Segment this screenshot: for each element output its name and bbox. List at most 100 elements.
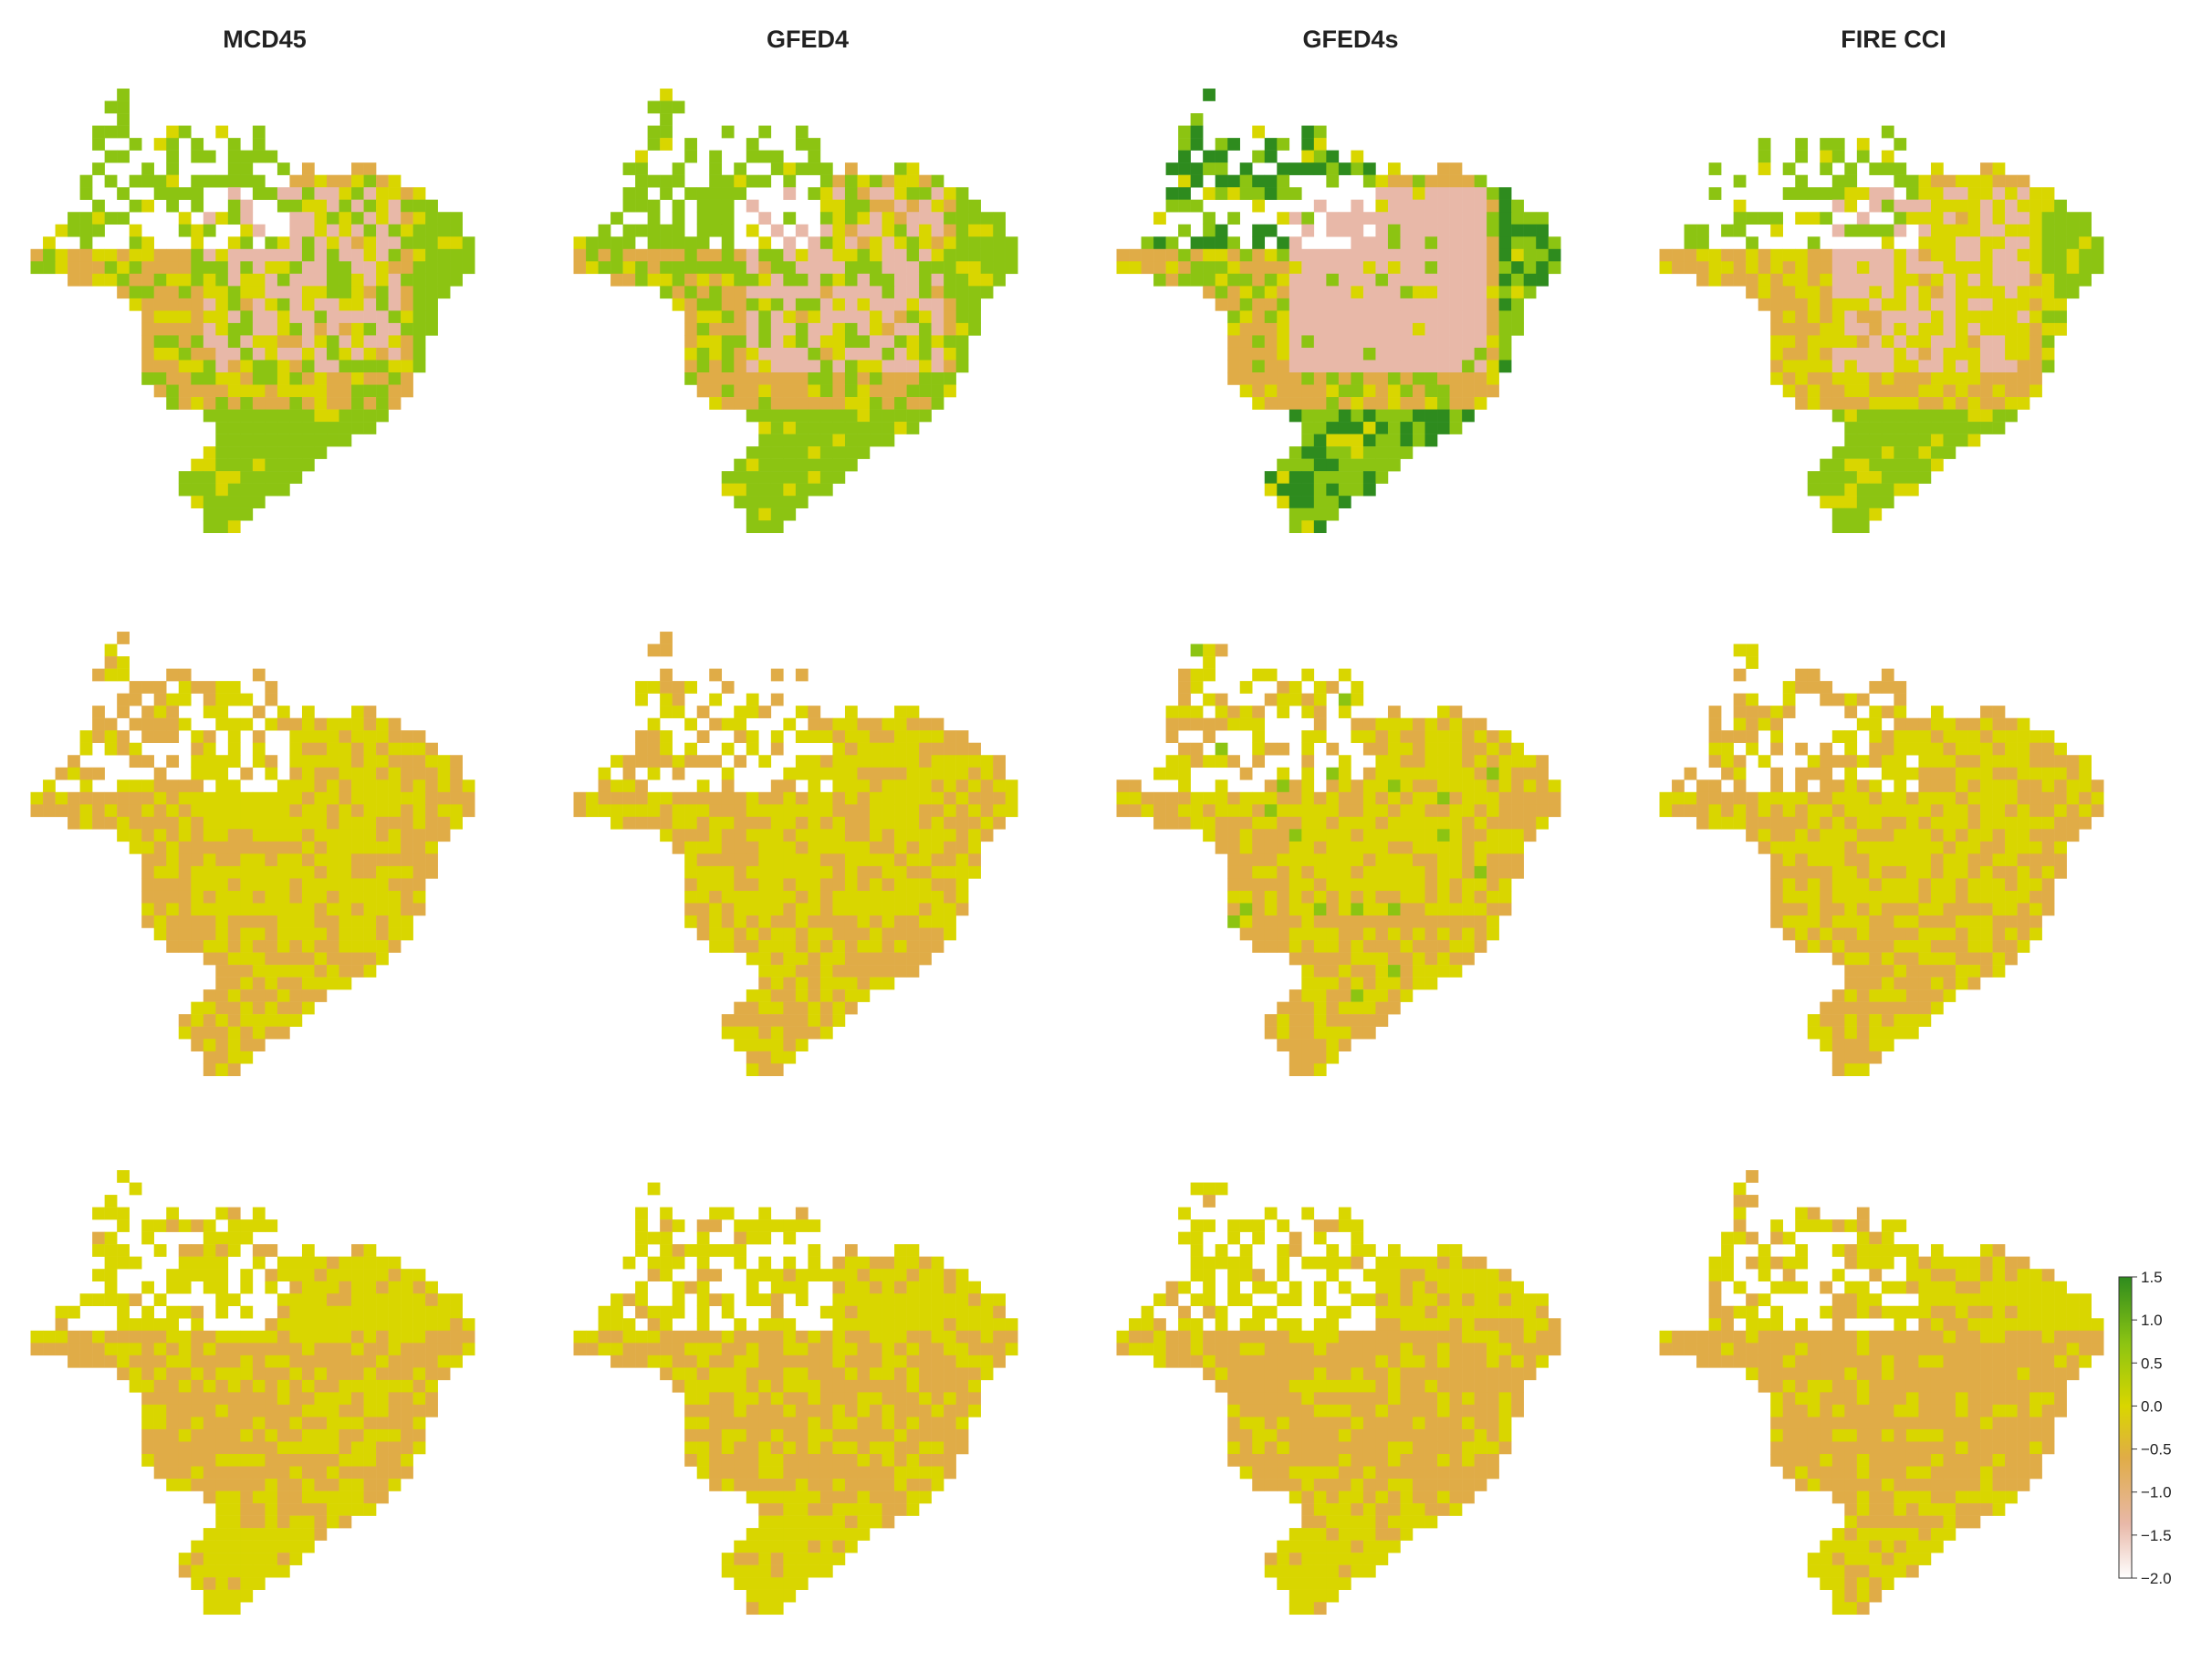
map-cell	[1351, 261, 1364, 275]
map-cell	[1203, 89, 1216, 101]
map-cell	[191, 853, 204, 867]
map-cell	[1918, 261, 1932, 275]
map-cell	[1462, 273, 1475, 287]
map-cell	[819, 767, 833, 780]
map-cell	[92, 668, 105, 682]
map-cell	[1869, 965, 1883, 978]
map-cell	[117, 1256, 130, 1270]
map-cell	[1894, 952, 1907, 966]
map-cell	[129, 681, 142, 694]
map-cell	[376, 397, 389, 410]
map-cell	[117, 150, 130, 163]
map-cell	[363, 730, 377, 743]
map-cell	[1918, 434, 1932, 447]
map-cell	[2005, 261, 2018, 275]
map-cell	[1795, 890, 1809, 904]
map-cell	[808, 791, 821, 805]
map-cell	[1795, 841, 1809, 854]
map-cell	[696, 384, 710, 398]
map-cell	[1844, 248, 1858, 262]
map-cell	[1326, 952, 1340, 966]
map-cell	[1362, 989, 1376, 1002]
map-cell	[832, 248, 846, 262]
map-cell	[1413, 865, 1425, 879]
map-cell	[721, 224, 735, 237]
map-cell	[1856, 212, 1870, 225]
map-cell	[1511, 212, 1524, 225]
map-cell	[1980, 384, 1993, 398]
map-cell	[721, 779, 735, 793]
map-cell	[240, 1330, 254, 1344]
map-cell	[129, 841, 142, 854]
map-cell	[1992, 397, 2006, 410]
map-cell	[265, 1219, 278, 1232]
map-cell	[1215, 162, 1228, 175]
map-cell	[660, 89, 673, 101]
map-cell	[2041, 273, 2055, 287]
map-cell	[1980, 360, 1993, 373]
map-cell	[252, 298, 266, 311]
map-cell	[844, 767, 858, 780]
map-cell	[1289, 841, 1302, 854]
map-cell	[1487, 915, 1499, 928]
map-cell	[1313, 496, 1327, 508]
map-cell	[79, 248, 93, 262]
map-cell	[1918, 322, 1932, 336]
map-cell	[203, 1269, 216, 1281]
map-cell	[412, 865, 426, 879]
map-cell	[450, 224, 463, 237]
map-cell	[1894, 742, 1907, 756]
map-cell	[215, 1244, 229, 1257]
map-cell	[2079, 816, 2092, 830]
map-cell	[363, 865, 377, 879]
map-cell	[758, 1051, 772, 1064]
map-cell	[844, 347, 858, 361]
map-cell	[215, 1231, 229, 1245]
map-cell	[1277, 322, 1290, 336]
map-cell	[783, 397, 797, 410]
map-cell	[1511, 224, 1524, 237]
map-cell	[79, 816, 93, 830]
map-cell	[1498, 335, 1512, 349]
map-cell	[1338, 890, 1351, 904]
map-cell	[1375, 434, 1389, 447]
map-cell	[795, 446, 809, 459]
map-cell	[1239, 372, 1253, 385]
map-cell	[1795, 779, 1809, 793]
map-cell	[808, 150, 821, 163]
map-cell	[363, 286, 377, 299]
map-cell	[265, 767, 278, 780]
map-cell	[203, 1219, 216, 1232]
map-cell	[734, 335, 747, 349]
map-cell	[944, 236, 956, 250]
map-cell	[215, 310, 229, 324]
map-cell	[1227, 717, 1240, 731]
map-cell	[240, 150, 254, 163]
map-cell	[1869, 755, 1883, 769]
map-cell	[327, 322, 339, 336]
map-cell	[1869, 397, 1883, 410]
map-cell	[92, 706, 105, 718]
map-cell	[808, 977, 821, 990]
map-cell	[1820, 903, 1833, 916]
map-cell	[376, 1256, 389, 1270]
map-cell	[1362, 212, 1376, 225]
map-cell	[758, 1026, 772, 1040]
map-cell	[1869, 310, 1883, 324]
map-cell	[1313, 804, 1327, 818]
map-cell	[844, 915, 858, 928]
map-cell	[1721, 755, 1734, 769]
map-cell	[301, 384, 315, 398]
map-cell	[2054, 322, 2067, 336]
map-cell	[276, 779, 290, 793]
map-cell	[1758, 138, 1771, 151]
map-cell	[1831, 520, 1845, 534]
map-cell	[758, 1001, 772, 1015]
map-cell	[1918, 730, 1932, 743]
map-cell	[660, 174, 673, 188]
map-cell	[709, 717, 723, 731]
map-cell	[227, 1330, 241, 1344]
map-cell	[1387, 212, 1401, 225]
map-cell	[141, 335, 154, 349]
map-cell	[944, 890, 956, 904]
